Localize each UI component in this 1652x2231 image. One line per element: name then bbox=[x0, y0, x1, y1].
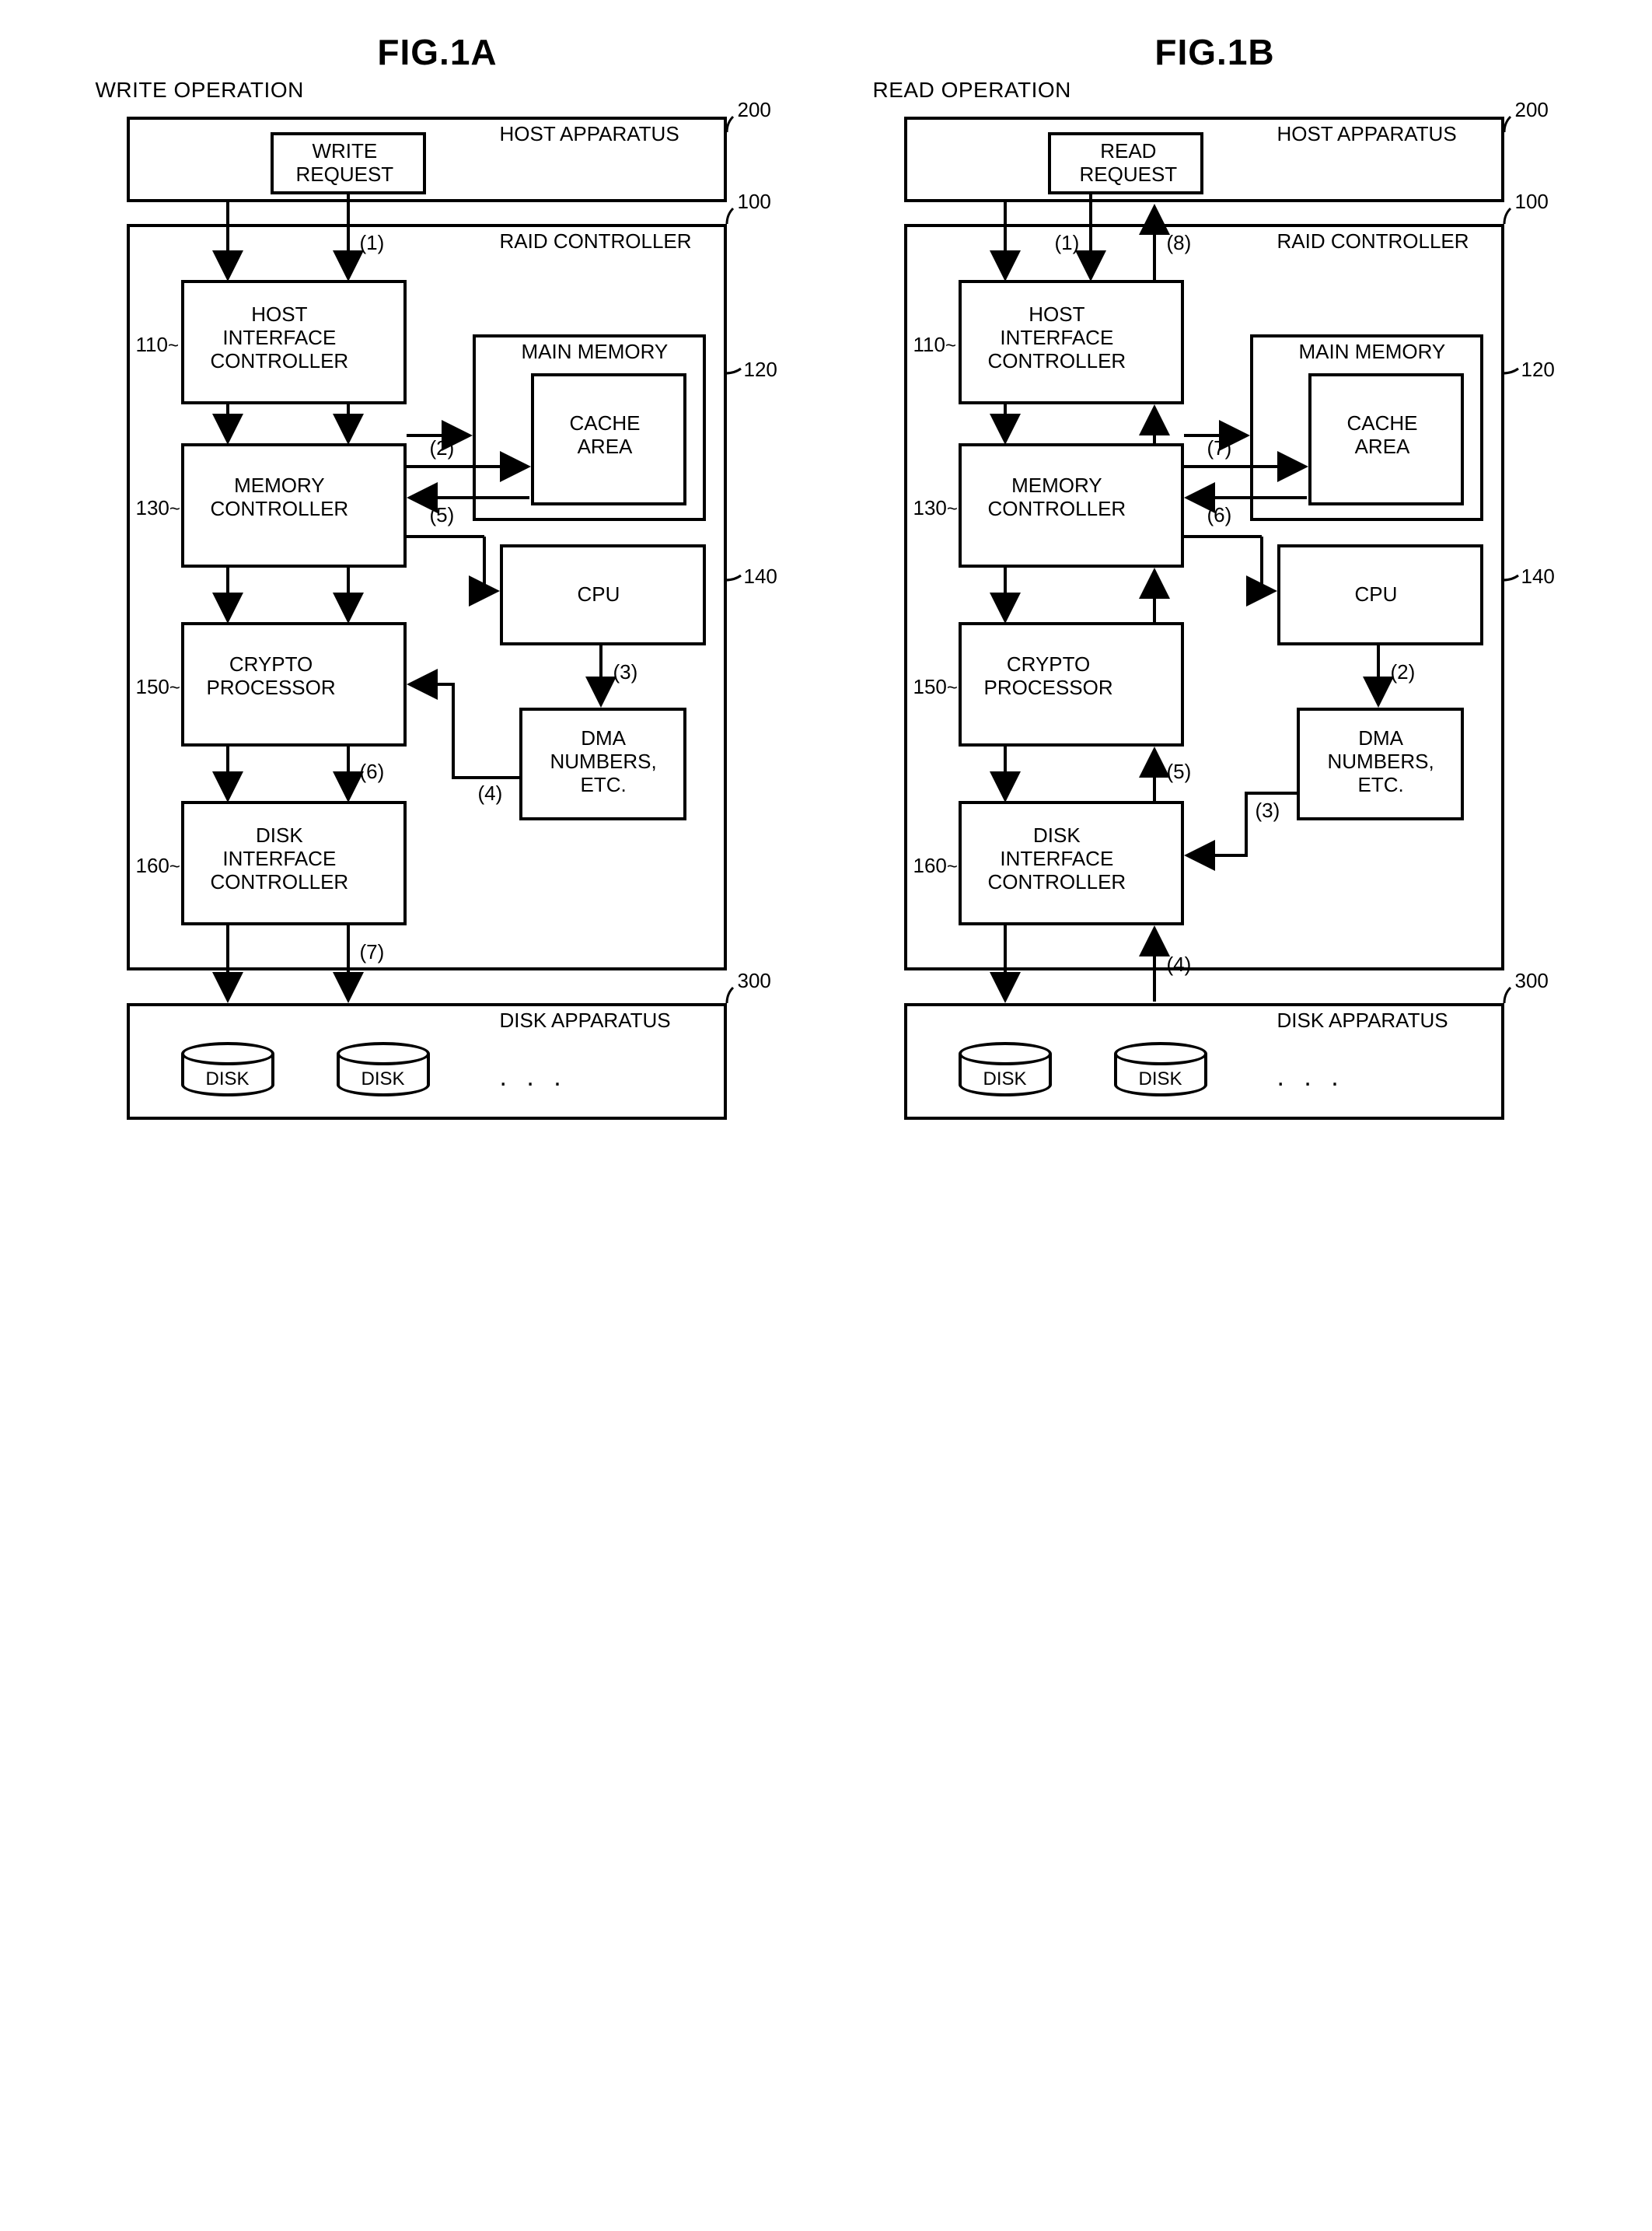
fig-title: FIG.1B bbox=[873, 31, 1557, 73]
raid-controller-label: RAID CONTROLLER bbox=[500, 230, 692, 254]
raid-controller-label: RAID CONTROLLER bbox=[1277, 230, 1469, 254]
dic-label: DISK INTERFACE CONTROLLER bbox=[211, 824, 349, 894]
step-4: (4) bbox=[478, 782, 503, 806]
figure-1a: FIG.1A WRITE OPERATION 200 100 120 140 3… bbox=[96, 31, 780, 1135]
dma-label: DMA NUMBERS, ETC. bbox=[550, 727, 657, 797]
dots: . . . bbox=[1277, 1062, 1345, 1093]
ref-110: 110~ bbox=[913, 333, 956, 357]
ref-140: 140 bbox=[744, 565, 777, 589]
step-3: (3) bbox=[1256, 799, 1280, 823]
ref-160: 160~ bbox=[913, 854, 958, 878]
figure-1b: FIG.1B READ OPERATION 200 100 120 140 30… bbox=[873, 31, 1557, 1135]
ref-160: 160~ bbox=[136, 854, 180, 878]
step-2: (2) bbox=[430, 437, 455, 460]
hic-label: HOST INTERFACE CONTROLLER bbox=[988, 303, 1126, 373]
mem-label: MEMORY CONTROLLER bbox=[988, 474, 1126, 521]
step-7: (7) bbox=[360, 941, 385, 964]
cache-label: CACHE AREA bbox=[1347, 412, 1418, 459]
cache-label: CACHE AREA bbox=[570, 412, 641, 459]
read-request-label: READ REQUEST bbox=[1080, 140, 1178, 187]
step-1: (1) bbox=[1055, 232, 1080, 255]
step-5: (5) bbox=[1167, 761, 1192, 784]
step-6: (6) bbox=[360, 761, 385, 784]
step-3: (3) bbox=[613, 661, 638, 684]
mainmem-label: MAIN MEMORY bbox=[1299, 341, 1446, 364]
ref-130: 130~ bbox=[136, 496, 180, 520]
ref-150: 150~ bbox=[136, 675, 180, 699]
ref-100: 100 bbox=[1515, 190, 1549, 214]
disk-icon: DISK bbox=[337, 1042, 430, 1104]
ref-140: 140 bbox=[1521, 565, 1555, 589]
ref-150: 150~ bbox=[913, 675, 958, 699]
disk-icon: DISK bbox=[181, 1042, 274, 1104]
cpu-label: CPU bbox=[1355, 583, 1398, 607]
disk-icon: DISK bbox=[959, 1042, 1052, 1104]
step-8: (8) bbox=[1167, 232, 1192, 255]
diskapp-label: DISK APPARATUS bbox=[500, 1009, 671, 1033]
step-2: (2) bbox=[1391, 661, 1416, 684]
dic-label: DISK INTERFACE CONTROLLER bbox=[988, 824, 1126, 894]
crypto-label: CRYPTO PROCESSOR bbox=[984, 653, 1113, 700]
step-7: (7) bbox=[1207, 437, 1232, 460]
ref-130: 130~ bbox=[913, 496, 958, 520]
op-title: WRITE OPERATION bbox=[96, 78, 780, 103]
disk-icon: DISK bbox=[1114, 1042, 1207, 1104]
crypto-label: CRYPTO PROCESSOR bbox=[207, 653, 336, 700]
ref-200: 200 bbox=[1515, 98, 1549, 122]
mem-label: MEMORY CONTROLLER bbox=[211, 474, 349, 521]
write-request-label: WRITE REQUEST bbox=[296, 140, 394, 187]
page: FIG.1A WRITE OPERATION 200 100 120 140 3… bbox=[31, 31, 1621, 1135]
host-apparatus-label: HOST APPARATUS bbox=[1277, 123, 1457, 146]
ref-300: 300 bbox=[738, 969, 771, 993]
op-title: READ OPERATION bbox=[873, 78, 1557, 103]
ref-120: 120 bbox=[1521, 358, 1555, 382]
step-6: (6) bbox=[1207, 504, 1232, 527]
ref-100: 100 bbox=[738, 190, 771, 214]
cpu-label: CPU bbox=[578, 583, 620, 607]
ref-300: 300 bbox=[1515, 969, 1549, 993]
hic-label: HOST INTERFACE CONTROLLER bbox=[211, 303, 349, 373]
ref-110: 110~ bbox=[136, 333, 179, 357]
step-1: (1) bbox=[360, 232, 385, 255]
dma-label: DMA NUMBERS, ETC. bbox=[1328, 727, 1434, 797]
step-4: (4) bbox=[1167, 953, 1192, 977]
diskapp-label: DISK APPARATUS bbox=[1277, 1009, 1448, 1033]
dots: . . . bbox=[500, 1062, 568, 1093]
fig-title: FIG.1A bbox=[96, 31, 780, 73]
mainmem-label: MAIN MEMORY bbox=[522, 341, 669, 364]
ref-200: 200 bbox=[738, 98, 771, 122]
ref-120: 120 bbox=[744, 358, 777, 382]
step-5: (5) bbox=[430, 504, 455, 527]
host-apparatus-label: HOST APPARATUS bbox=[500, 123, 679, 146]
